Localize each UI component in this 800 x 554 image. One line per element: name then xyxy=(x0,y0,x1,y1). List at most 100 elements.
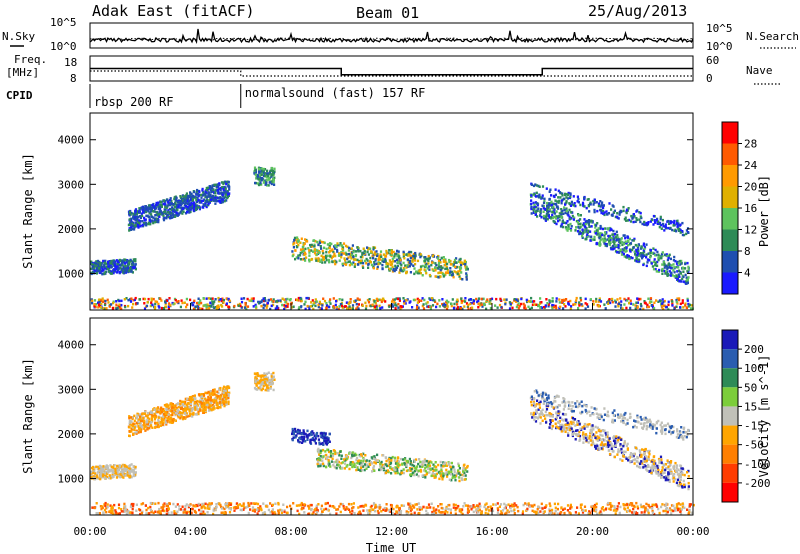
echo-cell xyxy=(150,208,154,212)
echo-cell xyxy=(358,298,361,301)
echo-cell xyxy=(279,299,282,302)
echo-cell xyxy=(458,467,461,470)
echo-cell xyxy=(560,223,563,226)
echo-cell xyxy=(431,473,434,476)
echo-cell xyxy=(637,258,640,261)
echo-cell xyxy=(393,254,396,257)
echo-cell xyxy=(682,275,685,279)
echo-cell xyxy=(176,200,179,204)
echo-cell xyxy=(620,300,623,303)
echo-cell xyxy=(137,431,140,434)
echo-cell xyxy=(568,215,571,219)
echo-cell xyxy=(456,307,459,311)
echo-cell xyxy=(388,305,391,308)
echo-cell xyxy=(438,271,441,274)
echo-cell xyxy=(334,260,338,264)
echo-cell xyxy=(130,225,133,229)
echo-cell xyxy=(581,236,584,239)
echo-cell xyxy=(586,231,589,235)
echo-cell xyxy=(301,245,304,249)
echo-cell xyxy=(596,209,599,213)
echo-cell xyxy=(115,307,118,310)
echo-cell xyxy=(632,220,635,224)
echo-cell xyxy=(611,233,614,236)
echo-cell xyxy=(97,465,100,469)
echo-cell xyxy=(567,214,570,217)
echo-cell xyxy=(128,210,131,214)
echo-cell xyxy=(257,381,260,384)
echo-cell xyxy=(263,381,266,385)
echo-cell xyxy=(626,219,629,222)
echo-cell xyxy=(610,228,613,232)
echo-cell xyxy=(183,199,186,202)
echo-cell xyxy=(603,303,606,306)
echo-cell xyxy=(217,406,220,409)
echo-cell xyxy=(256,388,259,391)
echo-cell xyxy=(624,216,627,219)
echo-cell xyxy=(393,298,396,301)
echo-cell xyxy=(540,301,543,304)
echo-cell xyxy=(114,265,117,269)
echo-cell xyxy=(211,390,214,393)
echo-cell xyxy=(551,213,554,217)
echo-cell xyxy=(213,183,216,187)
echo-cell xyxy=(152,297,155,301)
echo-cell xyxy=(632,303,635,306)
echo-cell xyxy=(562,197,565,201)
echo-cell xyxy=(204,410,207,414)
echo-cell xyxy=(373,251,377,254)
echo-cell xyxy=(569,195,572,198)
echo-cell xyxy=(143,307,147,310)
echo-cell xyxy=(225,182,228,186)
echo-cell xyxy=(263,299,266,303)
echo-cell xyxy=(664,226,667,229)
echo-cell xyxy=(128,212,131,216)
echo-cell xyxy=(661,302,664,305)
echo-cell xyxy=(681,266,684,269)
echo-cell xyxy=(419,465,422,468)
echo-cell xyxy=(671,274,674,277)
echo-cell xyxy=(563,303,566,306)
echo-cell xyxy=(347,302,350,305)
echo-cell xyxy=(306,429,309,433)
echo-cell xyxy=(505,298,508,301)
echo-cell xyxy=(539,306,542,309)
echo-cell xyxy=(337,254,341,257)
echo-cell xyxy=(214,198,217,201)
echo-cell xyxy=(162,415,165,418)
echo-cell xyxy=(361,304,364,307)
echo-cell xyxy=(164,211,167,215)
echo-cell xyxy=(265,387,268,391)
echo-cell xyxy=(189,404,192,407)
echo-cell xyxy=(558,301,561,304)
echo-cell xyxy=(257,183,261,187)
echo-cell xyxy=(175,407,178,411)
echo-cell xyxy=(446,271,449,275)
echo-cell xyxy=(432,463,435,466)
echo-cell xyxy=(367,247,370,250)
echo-cell xyxy=(308,307,311,311)
echo-cell xyxy=(367,266,370,269)
echo-cell xyxy=(673,219,676,223)
echo-cell xyxy=(575,299,578,302)
echo-cell xyxy=(659,223,663,227)
echo-cell xyxy=(636,305,639,308)
echo-cell xyxy=(586,303,589,306)
echo-cell xyxy=(263,297,266,300)
echo-cell xyxy=(371,303,374,306)
echo-cell xyxy=(211,400,214,403)
echo-cell xyxy=(678,259,681,263)
echo-cell xyxy=(200,397,203,401)
echo-cell xyxy=(129,219,133,222)
echo-cell xyxy=(315,434,318,438)
echo-cell xyxy=(181,416,184,419)
echo-cell xyxy=(226,393,229,396)
echo-cell xyxy=(207,306,211,310)
echo-cell xyxy=(652,247,655,250)
echo-cell xyxy=(130,416,133,419)
echo-cell xyxy=(244,302,247,305)
echo-cell xyxy=(450,304,453,308)
echo-cell xyxy=(588,220,591,224)
echo-cell xyxy=(530,199,533,202)
echo-cell xyxy=(264,172,267,175)
